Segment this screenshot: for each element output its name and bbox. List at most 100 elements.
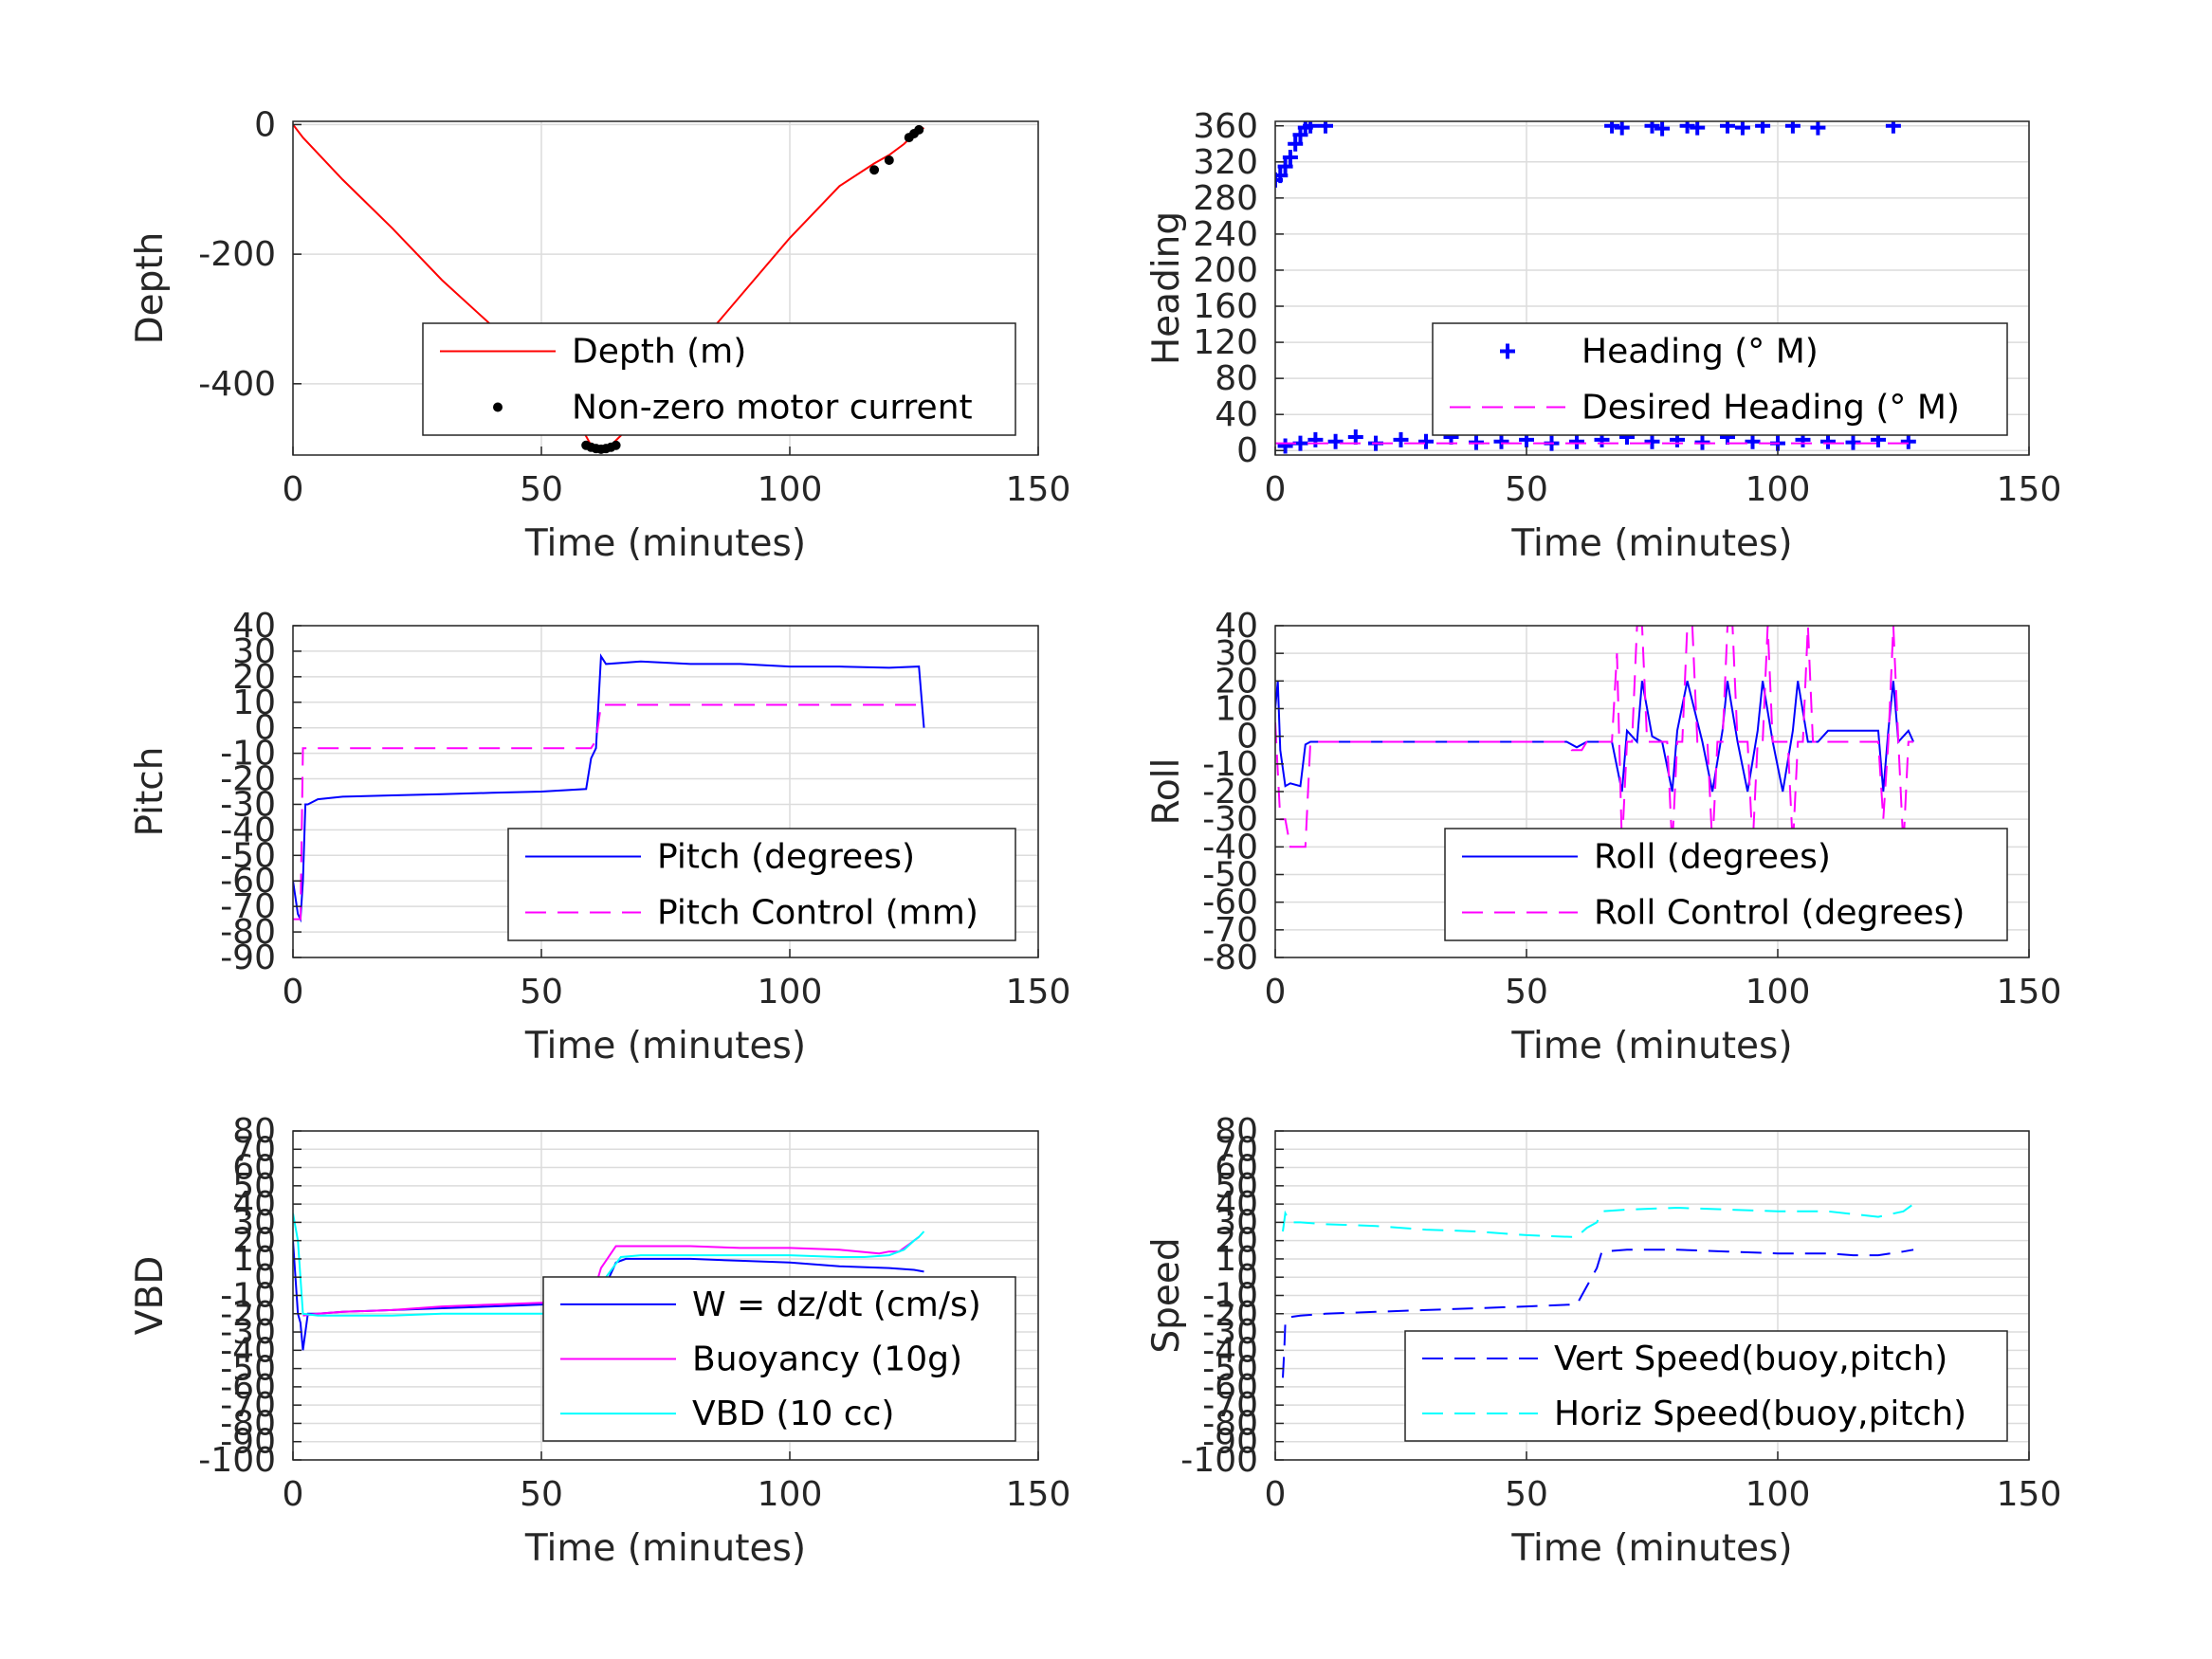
- chart-vbd: 0 50 100 150-100-90-80-70-60-50-40-30-20-10…: [129, 1112, 1070, 1570]
- axes-frame: [292, 120, 1039, 456]
- x-axis-label: Time (minutes): [524, 1025, 806, 1067]
- x-tick-label: 0: [1265, 1475, 1287, 1514]
- x-tick-label: 0: [283, 1475, 304, 1514]
- y-tick-label: -70: [220, 887, 276, 926]
- y-axis-label: Depth: [129, 232, 172, 345]
- y-tick-label: -50: [1202, 1350, 1258, 1389]
- x-tick-label: 50: [1505, 973, 1548, 1012]
- series-heading-0-point: [1277, 438, 1293, 454]
- legend-entry: Pitch Control (mm): [657, 894, 978, 933]
- y-tick-label: 0: [254, 1258, 276, 1297]
- y-tick-label: 30: [1215, 634, 1258, 673]
- series-vbd-2-line: [293, 1212, 925, 1317]
- x-tick-label: 50: [1505, 470, 1548, 509]
- y-tick-label: 160: [1193, 287, 1258, 326]
- y-tick-label: 10: [1215, 1240, 1258, 1279]
- y-axis-label: Heading: [1145, 211, 1188, 365]
- y-tick-label: 40: [1215, 607, 1258, 646]
- legend-swatch: [493, 402, 503, 412]
- chart-roll: 0 50 100 150-80-70-60-50-40-30-20-100102030…: [1145, 607, 2061, 1067]
- legend-entry: Roll (degrees): [1594, 838, 1831, 877]
- y-tick-label: -20: [1202, 1295, 1258, 1334]
- y-tick-label: 20: [1215, 1222, 1258, 1261]
- y-tick-label: -60: [1202, 884, 1258, 922]
- x-tick-label: 0: [1265, 973, 1287, 1012]
- legend: Roll (degrees) Roll Control (degrees): [1444, 828, 2008, 941]
- x-tick-label: 150: [1006, 1475, 1071, 1514]
- series-heading-0-point: [1745, 433, 1761, 449]
- plot-area: [1282, 1203, 1914, 1378]
- series-depth-1-point: [914, 124, 924, 135]
- y-tick-label: -100: [1180, 1441, 1258, 1480]
- y-tick-label: 20: [232, 1222, 276, 1261]
- y-tick-label: 70: [232, 1130, 276, 1169]
- y-tick-label: -30: [220, 1313, 276, 1352]
- x-tick-label: 0: [1265, 470, 1287, 509]
- x-tick-label: 150: [1997, 1475, 2062, 1514]
- x-tick-label: 150: [1997, 973, 2062, 1012]
- legend-entry: Desired Heading (° M): [1581, 389, 1960, 428]
- x-axis-label: Time (minutes): [1510, 522, 1792, 565]
- series-depth-1-point: [869, 165, 880, 175]
- y-tick-label: -30: [1202, 800, 1258, 839]
- y-tick-label: 0: [1236, 1258, 1258, 1297]
- y-tick-label: 10: [232, 684, 276, 722]
- series-vbd-1-line: [302, 1235, 920, 1317]
- y-tick-label: 70: [1215, 1130, 1258, 1169]
- y-tick-label: -60: [220, 1368, 276, 1407]
- chart-pitch: 0 50 100 150-90-80-70-60-50-40-30-20-100102…: [129, 607, 1070, 1067]
- legend-box: [1432, 322, 2008, 436]
- series-heading-0-point: [1720, 121, 1735, 134]
- y-tick-label: 0: [1236, 431, 1258, 470]
- y-tick-label: -10: [1202, 745, 1258, 784]
- y-tick-label: 120: [1193, 323, 1258, 362]
- series-heading-0-point: [1303, 121, 1319, 134]
- y-tick-label: -30: [1202, 1313, 1258, 1352]
- y-axis-label: Pitch: [129, 747, 172, 837]
- y-tick-label: 60: [232, 1149, 276, 1188]
- y-tick-label: 0: [254, 105, 276, 144]
- legend-entry: Horiz Speed(buoy,pitch): [1554, 1395, 1966, 1433]
- legend-swatch: [1500, 343, 1515, 359]
- y-tick-label: -70: [1202, 911, 1258, 950]
- y-tick-label: -100: [198, 1441, 276, 1480]
- legend-entry: VBD (10 cc): [692, 1395, 894, 1433]
- x-tick-label: 0: [283, 973, 304, 1012]
- x-tick-label: 50: [520, 973, 563, 1012]
- series-heading-0-point: [1690, 121, 1706, 136]
- x-tick-label: 50: [520, 1475, 563, 1514]
- series-heading-0-point: [1493, 433, 1509, 449]
- legend-entry: Heading (° M): [1581, 333, 1819, 372]
- y-tick-label: -20: [220, 760, 276, 799]
- series-heading-0-point: [1654, 121, 1671, 137]
- series-heading-0-point: [1318, 121, 1333, 134]
- x-tick-label: 50: [1505, 1475, 1548, 1514]
- x-tick-label: 50: [520, 470, 563, 509]
- y-axis-label: Roll: [1145, 758, 1188, 826]
- y-tick-label: 50: [1215, 1167, 1258, 1206]
- y-tick-label: -50: [220, 1350, 276, 1389]
- y-tick-label: 40: [232, 607, 276, 646]
- y-tick-label: -80: [1202, 1404, 1258, 1443]
- legend-entry: W = dz/dt (cm/s): [692, 1285, 981, 1324]
- y-tick-label: -80: [220, 913, 276, 952]
- series-pitch-0-line: [293, 653, 925, 923]
- x-tick-label: 100: [1746, 1475, 1811, 1514]
- series-heading-0-point: [1275, 168, 1289, 184]
- legend: Pitch (degrees) Pitch Control (mm): [507, 828, 1016, 941]
- y-tick-label: -400: [198, 365, 276, 404]
- legend-entry: Vert Speed(buoy,pitch): [1554, 1340, 1947, 1378]
- series-pitch-1-line: [293, 703, 924, 921]
- axes-frame: [292, 625, 1039, 958]
- y-tick-label: 320: [1193, 143, 1258, 182]
- legend: W = dz/dt (cm/s) Buoyancy (10g) VBD (10 cc…: [542, 1276, 1016, 1442]
- series-speed-1-line: [1282, 1203, 1914, 1238]
- y-tick-label: 60: [1215, 1149, 1258, 1188]
- series-heading-0-point: [1734, 121, 1750, 136]
- series-heading-0-point: [1418, 433, 1434, 449]
- y-tick-label: 20: [232, 658, 276, 697]
- x-tick-label: 100: [1746, 470, 1811, 509]
- legend-entry: Non-zero motor current: [572, 389, 973, 428]
- y-axis-label: Speed: [1145, 1237, 1188, 1353]
